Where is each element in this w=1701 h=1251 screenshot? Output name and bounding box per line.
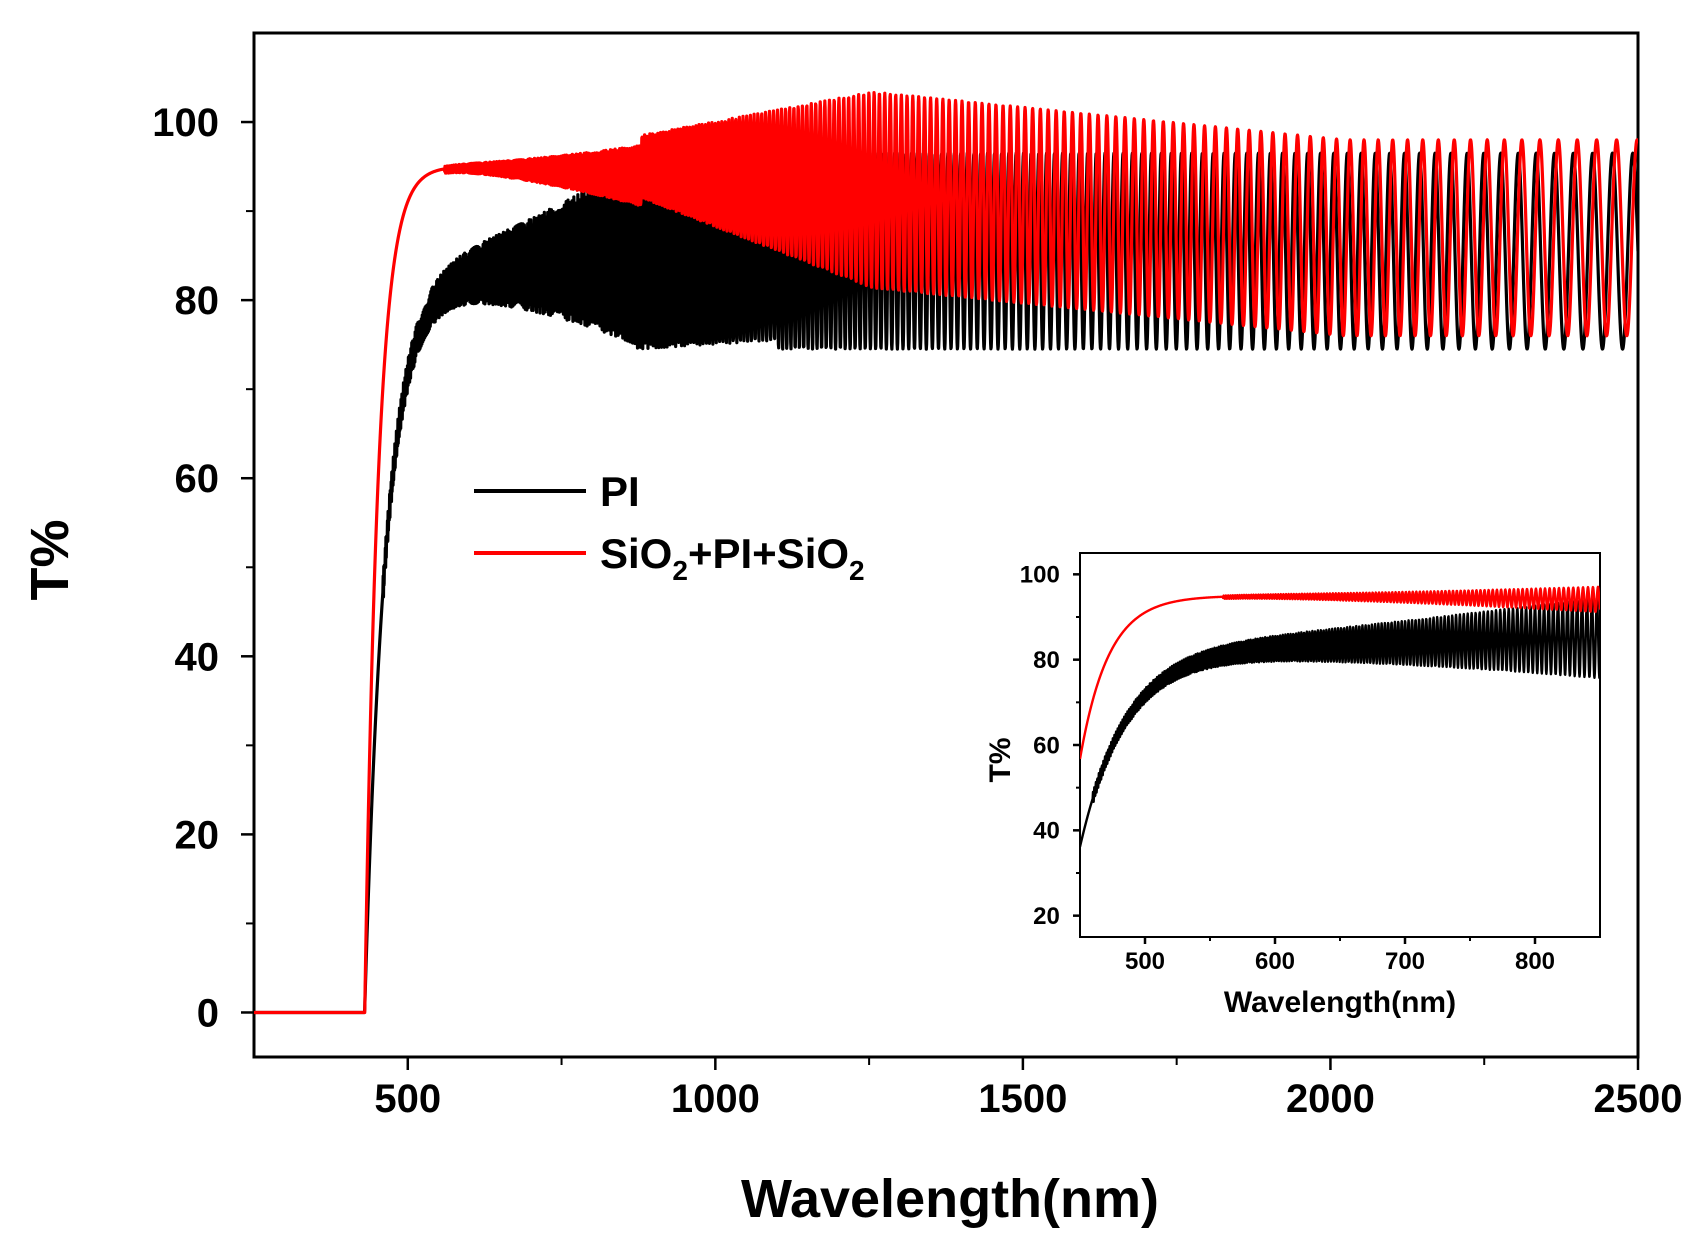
- main-y-tick-label: 40: [175, 635, 220, 679]
- inset-y-axis-title: T%: [984, 738, 1017, 783]
- inset-x-tick-label: 500: [1125, 948, 1165, 975]
- inset-series-sio2-pi-sio2: [1080, 585, 1600, 760]
- legend-label-part-b: +PI+SiO: [688, 530, 849, 577]
- inset-x-tick-label: 800: [1515, 948, 1555, 975]
- main-x-tick-label: 1500: [978, 1077, 1067, 1121]
- inset-y-tick-label: 60: [1033, 732, 1060, 759]
- main-y-tick-label: 0: [197, 991, 219, 1035]
- main-x-tick-label: 2000: [1286, 1077, 1375, 1121]
- series-sio2-pi-sio2: [254, 91, 1638, 1015]
- inset-y-tick-label: 100: [1020, 562, 1060, 589]
- main-x-tick-label: 1000: [671, 1077, 760, 1121]
- main-y-tick-label: 60: [175, 457, 220, 501]
- legend-label-part-a: SiO: [600, 530, 672, 577]
- inset-y-tick-label: 80: [1033, 647, 1060, 674]
- y-axis-title: T%: [20, 520, 80, 601]
- main-y-tick-label: 20: [175, 813, 220, 857]
- main-y-tick-label: 100: [152, 101, 219, 145]
- inset-x-tick-label: 600: [1255, 948, 1295, 975]
- legend-label-sub-a: 2: [672, 555, 688, 586]
- legend: PI SiO2+PI+SiO2: [474, 468, 865, 586]
- main-x-tick-label: 500: [374, 1077, 441, 1121]
- x-axis-title: Wavelength(nm): [741, 1169, 1159, 1229]
- inset-series-pi: [1080, 597, 1600, 848]
- inset-series-group: [1080, 585, 1600, 848]
- main-y-tick-label: 80: [175, 279, 220, 323]
- main-x-tick-label: 2500: [1594, 1077, 1683, 1121]
- legend-label-sub-b: 2: [849, 555, 865, 586]
- inset-y-tick-label: 40: [1033, 818, 1060, 845]
- inset-axes: 500 600 700 800 20 40 60 80 100: [1020, 562, 1555, 975]
- legend-label-pi: PI: [600, 468, 640, 515]
- main-series-group: [254, 91, 1638, 1015]
- inset-y-tick-label: 20: [1033, 903, 1060, 930]
- inset-x-tick-label: 700: [1385, 948, 1425, 975]
- legend-label-sio2-pi-sio2: SiO2+PI+SiO2: [600, 530, 865, 586]
- inset-x-axis-title: Wavelength(nm): [1224, 986, 1456, 1019]
